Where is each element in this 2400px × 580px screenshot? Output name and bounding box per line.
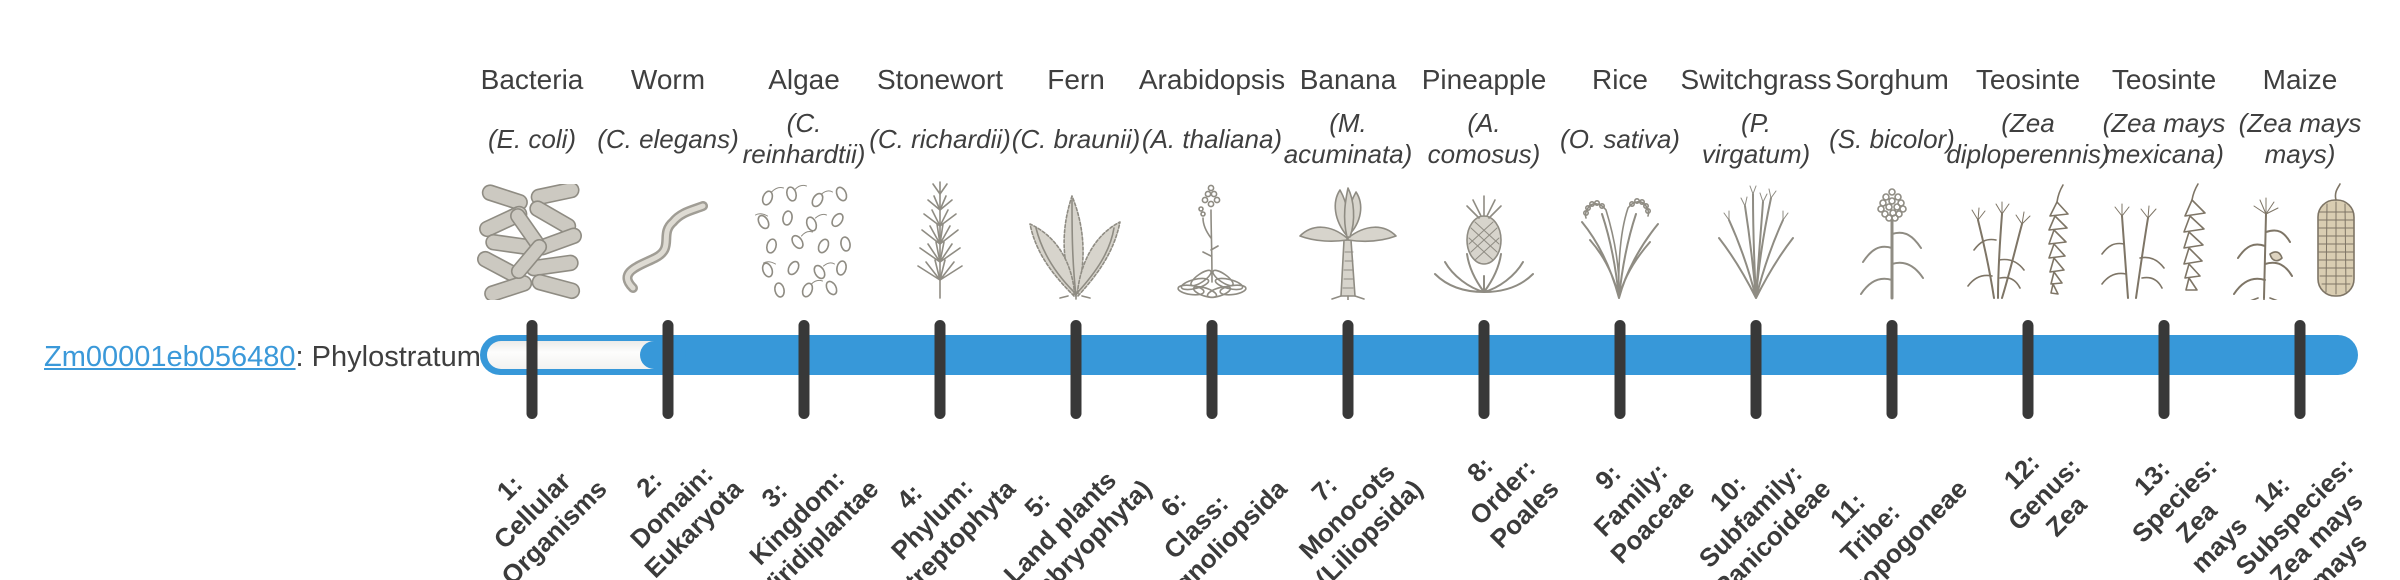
stratum-column-14: Maize (Zea mays mays) 14: Subspecies: Ze… <box>2225 0 2375 580</box>
organism-species: (P. virgatum) <box>1701 108 1811 169</box>
organism-species: (O. sativa) <box>1560 123 1680 154</box>
organism-species: (C. braunii) <box>1011 123 1141 154</box>
gene-id-link[interactable]: Zm00001eb056480 <box>44 341 296 373</box>
stratum-label: 7: Monocots (Liliopsida) <box>1292 457 1430 580</box>
tick-mark <box>798 320 810 419</box>
stratum-column-2: Worm (C. elegans) 2: Domain: Eukaryota <box>593 0 749 580</box>
stratum-column-11: Sorghum (S. bicolor) 11: Tribe: Andropog… <box>1811 0 1973 580</box>
teosinte-plant-and-spike-icon <box>2090 175 2238 300</box>
stratum-column-8: Pineapple (A. comosus) 8: Order: Poales <box>1409 0 1565 580</box>
tick-mark <box>1478 320 1490 419</box>
phylostratum-bar-unfilled-track <box>487 341 668 369</box>
tick-mark <box>934 320 946 419</box>
organism-name: Maize <box>2262 64 2338 95</box>
organism-name: Fern <box>1047 64 1105 95</box>
stratum-column-3: Algae (C. reinhardtii) 3: Kingdom: Virid… <box>729 0 885 580</box>
tick-mark <box>1342 320 1354 419</box>
stonewort-icon <box>885 175 995 300</box>
tick-mark <box>1070 320 1082 419</box>
organism-name: Arabidopsis <box>1138 64 1286 95</box>
tick-mark <box>662 320 674 419</box>
worm-icon <box>613 175 723 300</box>
organism-species: (M. acuminata) <box>1283 108 1413 169</box>
organism-species: (Zea mays mexicana) <box>2102 108 2226 169</box>
organism-species: (E. coli) <box>487 123 577 154</box>
stratum-column-12: Teosinte (Zea diploperennis) 12: Genus: … <box>1946 0 2109 580</box>
organism-name: Switchgrass <box>1680 64 1832 95</box>
organism-name: Rice <box>1591 64 1649 95</box>
organism-species: (C. elegans) <box>597 123 739 154</box>
organism-species: (C. reinhardtii) <box>742 108 866 169</box>
stratum-label: 1: Cellular Organisms <box>487 465 614 580</box>
algae-icon <box>752 175 857 300</box>
arabidopsis-icon <box>1157 175 1267 300</box>
tick-mark <box>2158 320 2170 419</box>
organism-name: Worm <box>630 64 706 95</box>
organism-species: (A. thaliana) <box>1141 123 1283 154</box>
tick-mark <box>526 320 538 419</box>
tick-mark <box>1206 320 1218 419</box>
organism-species: (A. comosus) <box>1427 108 1541 169</box>
tick-mark <box>1614 320 1626 419</box>
stratum-column-13: Teosinte (Zea mays mexicana) 13: Species… <box>2089 0 2253 580</box>
tick-mark <box>2294 320 2306 419</box>
pineapple-icon <box>1429 175 1539 300</box>
organism-name: Bacteria <box>480 64 584 95</box>
organism-name: Algae <box>768 64 840 95</box>
maize-plant-and-ear-icon <box>2226 175 2374 300</box>
stratum-column-5: Fern (C. braunii) 5: Land plants (Embryo… <box>997 0 1157 580</box>
organism-species: (Zea mays mays) <box>2238 108 2362 169</box>
phylostratum-bar <box>480 335 2358 375</box>
organism-species: (Zea diploperennis) <box>1946 108 2110 169</box>
organism-name: Teosinte <box>2111 64 2217 95</box>
organism-species: (C. richardii) <box>869 123 1011 154</box>
organism-name: Teosinte <box>1975 64 2081 95</box>
bacteria-icon <box>476 175 588 300</box>
fern-icon <box>1016 175 1136 300</box>
teosinte-plant-and-spike-icon <box>1954 175 2102 300</box>
organism-name: Stonewort <box>876 64 1004 95</box>
stratum-column-7: Banana (M. acuminata) 7: Monocots (Lilio… <box>1273 0 1429 580</box>
rice-icon <box>1562 175 1678 300</box>
stratum-column-6: Arabidopsis (A. thaliana) <box>1137 0 1293 580</box>
organism-name: Banana <box>1299 64 1397 95</box>
stratum-column-10: Switchgrass (P. virgatum) 10: Subfamily:… <box>1680 0 1838 580</box>
organism-name: Pineapple <box>1421 64 1547 95</box>
tick-mark <box>1750 320 1762 419</box>
organism-species: (S. bicolor) <box>1829 123 1955 154</box>
switchgrass-icon <box>1701 175 1811 300</box>
gene-label: Zm00001eb056480: Phylostratum 2 <box>44 340 505 374</box>
stratum-column-1: Bacteria (E. coli) 1: Cellular Organisms <box>457 0 613 580</box>
banana-icon <box>1292 175 1404 300</box>
tick-mark <box>1886 320 1898 419</box>
sorghum-icon <box>1837 175 1947 300</box>
stratum-column-4: Stonewort (C. richardii) 4: Phylum: Stre… <box>865 0 1021 580</box>
stratum-label: 14: Subspecies: Zea mays mays <box>2229 451 2373 580</box>
organism-name: Sorghum <box>1835 64 1949 95</box>
tick-mark <box>2022 320 2034 419</box>
stratum-column-9: Rice (O. sativa) 9: Family: Poaceae <box>1545 0 1701 580</box>
